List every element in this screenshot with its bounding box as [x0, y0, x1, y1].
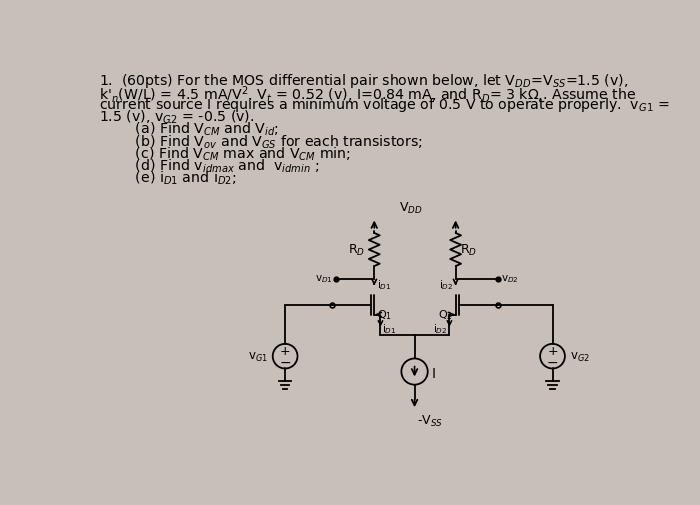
Text: i$_{D2}$: i$_{D2}$ [433, 321, 448, 335]
Text: k$'_n$(W/L) = 4.5 mA/V$^2$, V$_t$ = 0.52 (v), I=0.84 mA, and R$_D$= 3 kΩ,. Assum: k$'_n$(W/L) = 4.5 mA/V$^2$, V$_t$ = 0.52… [99, 84, 636, 105]
Text: I: I [432, 367, 435, 380]
Text: (d) Find v$_{idmax}$ and  v$_{idmin}$ ;: (d) Find v$_{idmax}$ and v$_{idmin}$ ; [99, 158, 320, 175]
Text: i$_{D2}$: i$_{D2}$ [439, 278, 454, 292]
Text: (b) Find V$_{ov}$ and V$_{GS}$ for each transistors;: (b) Find V$_{ov}$ and V$_{GS}$ for each … [99, 133, 423, 150]
Text: i$_{D1}$: i$_{D1}$ [377, 278, 391, 292]
Text: current source I requires a minimum voltage of 0.5 V to operate properly.  v$_{G: current source I requires a minimum volt… [99, 96, 670, 114]
Text: (e) i$_{D1}$ and i$_{D2}$;: (e) i$_{D1}$ and i$_{D2}$; [99, 170, 237, 187]
Text: R$_D$: R$_D$ [459, 242, 477, 258]
Text: 1.  (60pts) For the MOS differential pair shown below, let V$_{DD}$=V$_{SS}$=1.5: 1. (60pts) For the MOS differential pair… [99, 71, 629, 89]
Text: V$_{DD}$: V$_{DD}$ [399, 201, 423, 216]
Text: v$_{D2}$: v$_{D2}$ [501, 273, 519, 285]
Text: +: + [280, 345, 290, 358]
Text: +: + [547, 345, 558, 358]
Text: v$_{G2}$: v$_{G2}$ [570, 350, 589, 363]
Text: R$_D$: R$_D$ [348, 242, 365, 258]
Text: Q$_1$: Q$_1$ [377, 307, 392, 321]
Text: 1.5 (v), v$_{G2}$ = -0.5 (v).: 1.5 (v), v$_{G2}$ = -0.5 (v). [99, 108, 255, 126]
Text: −: − [279, 356, 291, 370]
Text: −: − [547, 356, 559, 370]
Text: -V$_{SS}$: -V$_{SS}$ [417, 413, 443, 428]
Text: Q$_2$: Q$_2$ [438, 307, 454, 321]
Text: v$_{G1}$: v$_{G1}$ [248, 350, 268, 363]
Text: (a) Find V$_{CM}$ and V$_{id}$;: (a) Find V$_{CM}$ and V$_{id}$; [99, 121, 279, 138]
Text: v$_{D1}$: v$_{D1}$ [314, 273, 332, 285]
Text: i$_{D1}$: i$_{D1}$ [382, 321, 397, 335]
Text: (c) Find V$_{CM}$ max and V$_{CM}$ min;: (c) Find V$_{CM}$ max and V$_{CM}$ min; [99, 145, 351, 163]
